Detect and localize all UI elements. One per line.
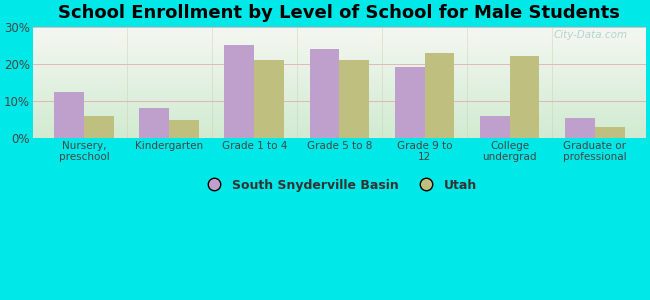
Text: City-Data.com: City-Data.com [553,30,627,40]
Legend: South Snyderville Basin, Utah: South Snyderville Basin, Utah [197,174,482,196]
Bar [424,52,454,138]
Bar [595,127,625,138]
Bar [395,68,424,138]
Bar [224,45,254,138]
Title: School Enrollment by Level of School for Male Students: School Enrollment by Level of School for… [58,4,620,22]
Bar [84,116,114,138]
Bar [54,92,84,138]
Bar [309,49,339,138]
Bar [480,116,510,138]
Bar [339,60,369,138]
Bar [510,56,540,138]
Bar [254,60,284,138]
Bar [565,118,595,138]
Bar [139,108,169,138]
Bar [169,119,199,138]
